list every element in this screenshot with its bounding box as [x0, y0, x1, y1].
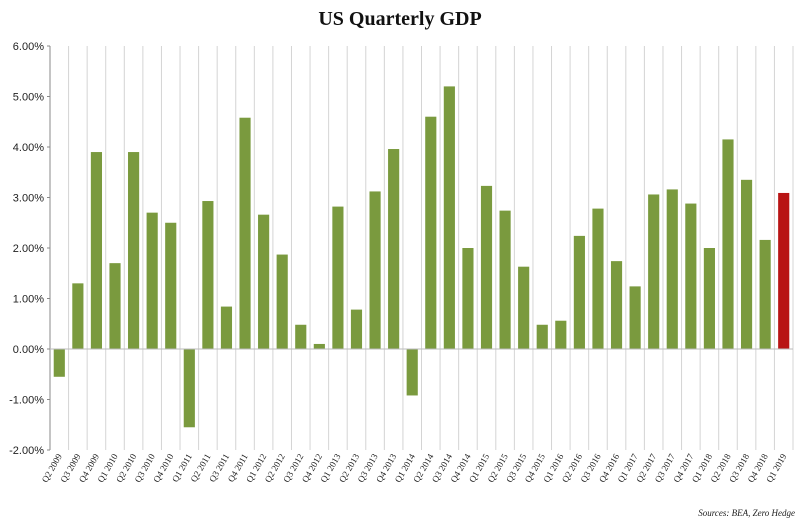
bar	[573, 235, 585, 349]
bar	[313, 343, 325, 349]
bar	[109, 263, 121, 349]
bar	[685, 203, 697, 349]
bar	[258, 214, 270, 349]
bar	[388, 149, 400, 349]
bar	[666, 189, 678, 349]
bar	[295, 324, 307, 349]
bar	[555, 320, 567, 349]
bar	[146, 212, 158, 349]
bar	[629, 286, 641, 349]
bar	[443, 86, 455, 350]
bar	[648, 194, 660, 349]
bar	[462, 248, 474, 349]
bar	[72, 283, 84, 349]
bar	[740, 179, 753, 349]
bar	[703, 248, 715, 349]
bar	[425, 116, 437, 349]
bar	[592, 208, 604, 349]
y-tick-label: -1.00%	[9, 395, 44, 407]
grid-layer	[49, 46, 794, 450]
y-tick-label: 3.00%	[13, 193, 44, 205]
bar	[480, 185, 493, 349]
chart-title: US Quarterly GDP	[318, 8, 481, 30]
bar	[499, 210, 511, 349]
bar	[202, 201, 214, 349]
y-tick-label: 0.00%	[13, 344, 44, 356]
bar-layer	[53, 86, 790, 428]
bar	[128, 152, 140, 349]
y-tick-label: 1.00%	[13, 294, 44, 306]
bar	[332, 206, 344, 349]
bar	[722, 139, 734, 349]
bar	[536, 324, 548, 349]
bar	[220, 306, 233, 349]
bar	[90, 152, 103, 349]
bar	[610, 261, 623, 349]
bar	[165, 222, 177, 349]
y-tick-label: 5.00%	[13, 92, 44, 104]
bar	[369, 191, 381, 349]
bar	[759, 239, 771, 349]
y-tick-label: 6.00%	[13, 41, 44, 53]
y-tick-label: -2.00%	[9, 445, 44, 457]
source-note: Sources: BEA, Zero Hedge	[698, 508, 795, 518]
bar	[183, 349, 195, 428]
y-tick-label: 4.00%	[13, 142, 44, 154]
bar	[406, 349, 418, 396]
bar	[778, 192, 790, 349]
bar	[350, 309, 363, 349]
bar	[239, 117, 251, 350]
bar	[518, 266, 530, 349]
bar	[53, 349, 65, 377]
y-tick-label: 2.00%	[13, 243, 44, 255]
bar	[276, 254, 288, 349]
